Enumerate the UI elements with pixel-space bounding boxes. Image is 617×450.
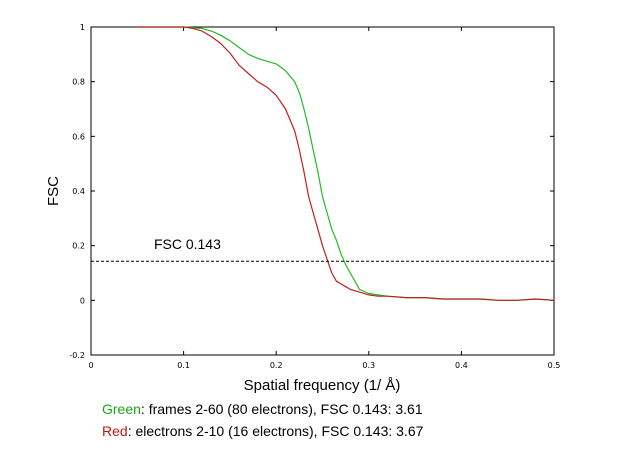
series-lines bbox=[137, 26, 555, 301]
y-tick-label: 0.4 bbox=[72, 187, 85, 196]
legend-green: Green: frames 2-60 (80 electrons), FSC 0… bbox=[102, 401, 423, 417]
y-axis-title: FSC bbox=[45, 176, 62, 206]
fsc-chart: 0 0.1 0.2 0.3 0.4 0.5-0.200.20.40.60.81 FSC 0… bbox=[45, 23, 560, 394]
axis-ticks: 0 0.1 0.2 0.3 0.4 0.5-0.200.20.40.60.81 bbox=[69, 23, 560, 370]
x-tick-label: 0 bbox=[88, 361, 93, 370]
green-series-line bbox=[137, 26, 555, 301]
x-tick-label: 0.1 bbox=[177, 361, 190, 370]
x-tick-label: 0.4 bbox=[455, 361, 468, 370]
y-tick-label: 1 bbox=[80, 23, 85, 32]
threshold-label: FSC 0.143 bbox=[154, 236, 221, 252]
legend-green-text: : frames 2-60 (80 electrons), FSC 0.143:… bbox=[140, 401, 423, 417]
y-tick-label: -0.2 bbox=[69, 351, 85, 360]
legend-red-text: : electrons 2-10 (16 electrons), FSC 0.1… bbox=[127, 423, 424, 439]
legend-red: Red: electrons 2-10 (16 electrons), FSC … bbox=[102, 423, 423, 439]
y-tick-label: 0.2 bbox=[72, 242, 85, 251]
y-tick-label: 0 bbox=[80, 296, 85, 305]
x-tick-label: 0.5 bbox=[548, 361, 561, 370]
x-tick-label: 0.2 bbox=[270, 361, 283, 370]
legend-red-key: Red bbox=[102, 423, 128, 439]
y-tick-label: 0.8 bbox=[72, 78, 85, 87]
plot-frame bbox=[90, 26, 555, 356]
red-series-line bbox=[137, 26, 555, 301]
x-tick-label: 0.3 bbox=[362, 361, 375, 370]
y-tick-label: 0.6 bbox=[72, 132, 85, 141]
x-axis-title: Spatial frequency (1/ Å) bbox=[244, 377, 401, 394]
legend-green-key: Green bbox=[102, 401, 141, 417]
